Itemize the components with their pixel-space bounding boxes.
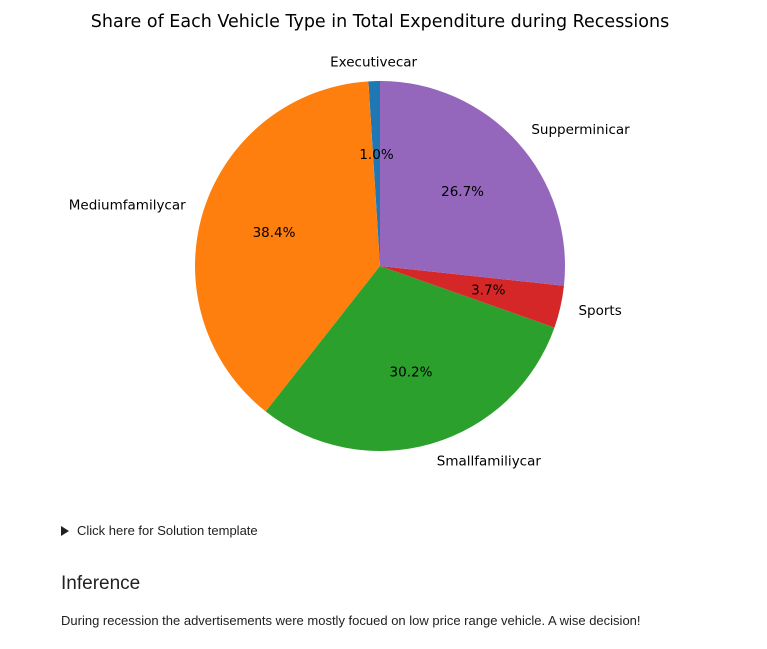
pie-slice-supperminicar xyxy=(380,80,566,286)
category-label-mediumfamilycar: Mediumfamilycar xyxy=(69,198,186,214)
category-label-supperminicar: Supperminicar xyxy=(531,122,630,138)
solution-template-label: Click here for Solution template xyxy=(77,523,258,538)
pie-slice-mediumfamilycar xyxy=(195,81,380,412)
pie-chart: Share of Each Vehicle Type in Total Expe… xyxy=(69,12,669,470)
triangle-right-icon xyxy=(61,525,69,536)
category-labels: Executivecar Mediumfamilycar Smallfamiliyc… xyxy=(69,55,630,470)
category-label-sports: Sports xyxy=(578,303,621,319)
pie-slices xyxy=(195,80,566,451)
solution-template-toggle[interactable]: Click here for Solution template xyxy=(61,523,258,538)
pie-slice-smallfamiliycar xyxy=(265,266,555,451)
inference-text: During recession the advertisements were… xyxy=(61,613,641,628)
chart-title: Share of Each Vehicle Type in Total Expe… xyxy=(91,12,669,32)
category-label-smallfamiliycar: Smallfamiliycar xyxy=(437,453,542,469)
inference-heading: Inference xyxy=(61,573,141,594)
category-label-executivecar: Executivecar xyxy=(330,55,417,71)
percent-label-executivecar: 1.0% xyxy=(359,147,393,163)
pie-slice-sports xyxy=(380,266,564,328)
pie-slice-executivecar xyxy=(368,81,380,266)
percent-label-smallfamiliycar: 30.2% xyxy=(390,365,433,381)
percent-label-sports: 3.7% xyxy=(471,283,505,299)
percent-label-mediumfamilycar: 38.4% xyxy=(253,225,296,241)
percent-labels: 1.0% 38.4% 30.2% 3.7% 26.7% xyxy=(253,147,506,381)
percent-label-supperminicar: 26.7% xyxy=(441,184,484,200)
